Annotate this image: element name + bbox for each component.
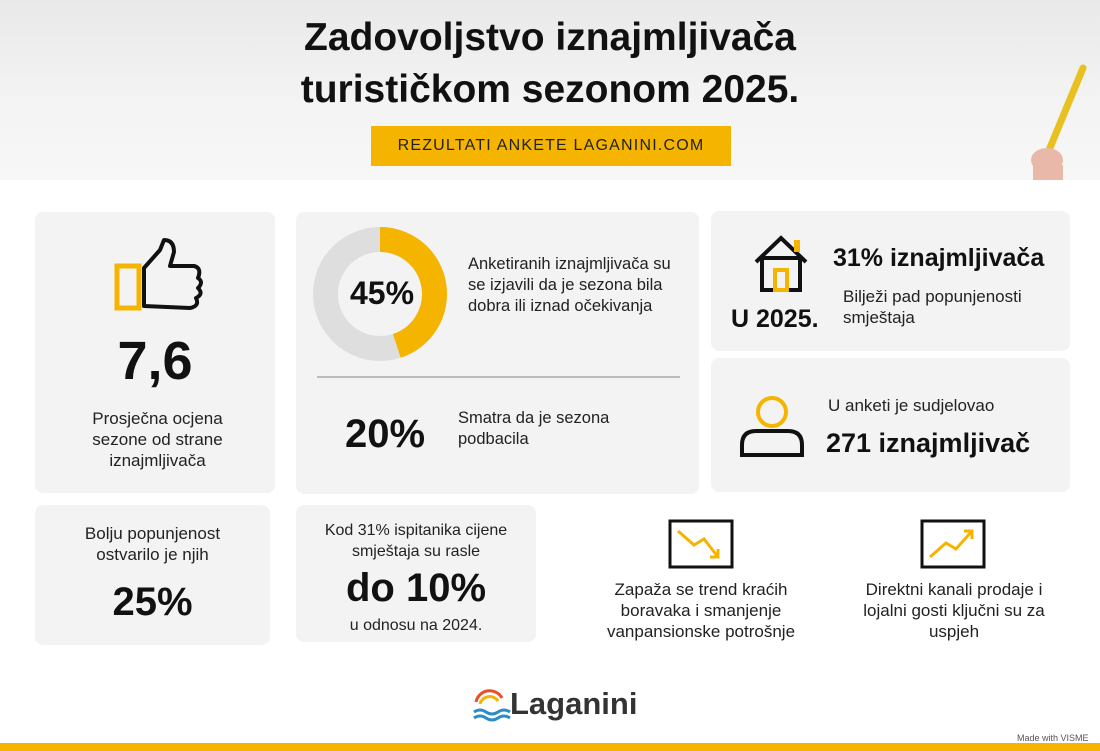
rating-text: Prosječna ocjena sezone od strane iznajm… xyxy=(92,409,223,470)
failed-text: Smatra da je sezona podbacila xyxy=(458,409,610,448)
participants-text: U anketi je sudjelovao xyxy=(828,396,995,415)
thumbs-up-icon xyxy=(114,238,203,311)
participants-value: 271 iznajmljivač xyxy=(826,428,1031,458)
badge: REZULTATI ANKETE LAGANINI.COM xyxy=(371,126,731,166)
pencil-hand-icon xyxy=(1031,64,1087,180)
occupancy-drop-value: 31% iznajmljivača xyxy=(833,244,1045,272)
failed-value: 20% xyxy=(345,412,426,456)
house-icon xyxy=(754,235,808,292)
divider xyxy=(317,376,680,378)
occupancy-drop-text: Bilježi pad popunjenosti smještaja xyxy=(843,287,1022,327)
trend-text: Direktni kanali prodaje i lojalni gosti … xyxy=(863,580,1045,641)
donut-segment xyxy=(379,227,447,358)
prices-text: Kod 31% ispitanika cijene smještaja su r… xyxy=(324,522,508,560)
footer-bar xyxy=(0,743,1100,751)
trend-up-icon xyxy=(920,519,986,569)
donut-label: 45% xyxy=(349,275,415,311)
made-with: Made with VISME xyxy=(1017,733,1089,743)
rating-value: 7,6 xyxy=(117,331,193,391)
trend-down-icon xyxy=(668,519,734,569)
card xyxy=(711,211,1070,351)
better-occupancy-value: 25% xyxy=(112,580,193,624)
donut-chart xyxy=(313,227,447,361)
card xyxy=(35,505,270,645)
better-occupancy-text: Bolju popunjenost ostvarilo je njih xyxy=(84,524,221,564)
person-icon xyxy=(740,396,804,457)
donut-text: Anketiranih iznajmljivača su se izjavili… xyxy=(468,255,671,315)
title-line: Zadovoljstvo iznajmljivača xyxy=(304,16,796,59)
card xyxy=(35,212,275,493)
logo-icon xyxy=(473,689,511,722)
trend-text: Zapaža se trend kraćih boravaka i smanje… xyxy=(606,580,796,641)
logo-text: Laganini xyxy=(510,686,638,721)
card xyxy=(296,505,536,642)
prices-note: u odnosu na 2024. xyxy=(349,617,483,634)
title-line: turističkom sezonom 2025. xyxy=(300,68,800,111)
occupancy-drop-year: U 2025. xyxy=(731,305,819,333)
prices-value: do 10% xyxy=(345,566,487,610)
